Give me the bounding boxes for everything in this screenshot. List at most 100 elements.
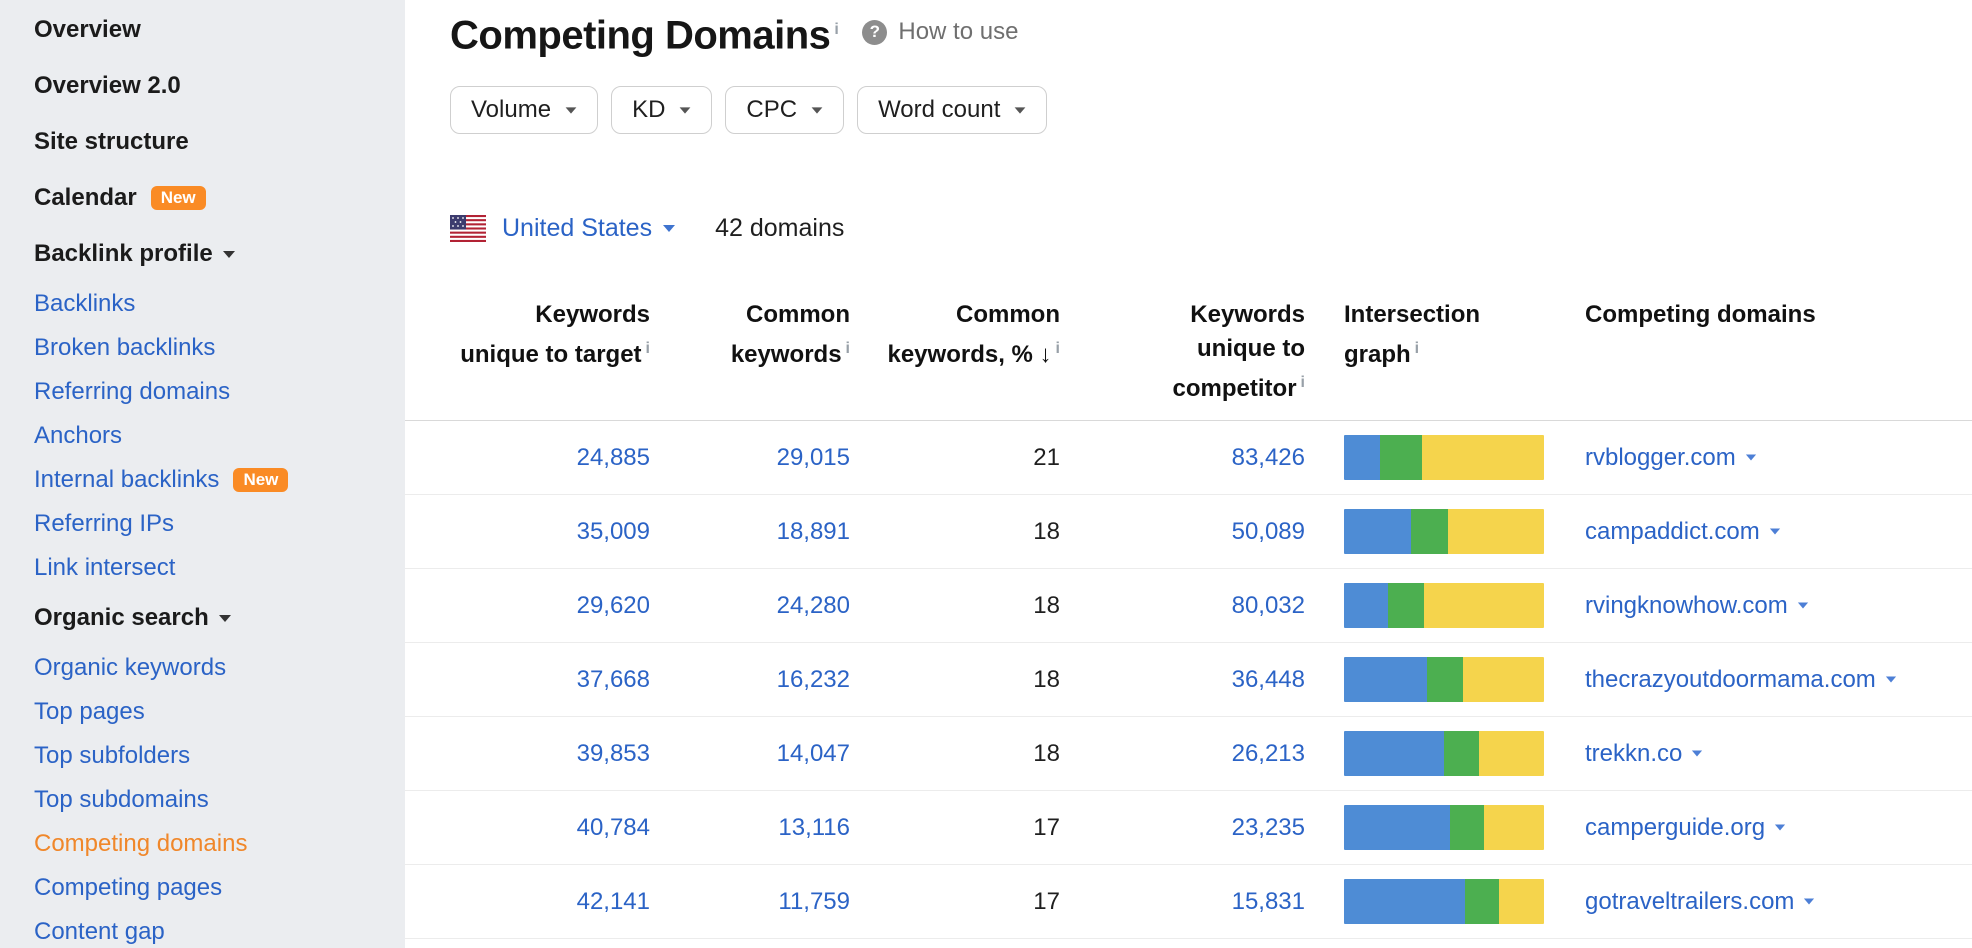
keywords-unique-target-value[interactable]: 29,620: [576, 591, 650, 619]
filter-kd[interactable]: KD: [611, 86, 713, 134]
sidebar-item-backlink-profile[interactable]: Backlink profile: [0, 226, 405, 282]
caret-down-icon[interactable]: [1797, 602, 1808, 609]
sidebar-item-label: Internal backlinks: [34, 466, 220, 493]
sidebar-item-broken-backlinks[interactable]: Broken backlinks: [0, 326, 405, 370]
keywords-unique-competitor-value[interactable]: 36,448: [1231, 665, 1305, 693]
competing-domain-link[interactable]: gotraveltrailers.com: [1585, 888, 1972, 916]
filter-cpc[interactable]: CPC: [725, 86, 845, 134]
keywords-unique-target-value[interactable]: 35,009: [576, 517, 650, 545]
caret-down-icon[interactable]: [1885, 676, 1896, 683]
sidebar-item-label: Organic search: [34, 604, 209, 631]
column-header-keywords[interactable]: Keywords unique to target i: [450, 298, 650, 372]
keywords-unique-competitor-value[interactable]: 23,235: [1231, 813, 1305, 841]
filter-volume[interactable]: Volume: [450, 86, 599, 134]
table-row: 29,620 24,280 18 80,032 rvingknowhow.com: [405, 569, 1972, 643]
target-segment: [1344, 731, 1444, 776]
sidebar-item-backlinks[interactable]: Backlinks: [0, 282, 405, 326]
country-selector[interactable]: United States: [502, 214, 676, 243]
keywords-unique-competitor-value[interactable]: 80,032: [1231, 591, 1305, 619]
sidebar-item-competing-domains[interactable]: Competing domains: [0, 822, 405, 866]
caret-down-icon: [1014, 106, 1026, 114]
sidebar-item-referring-domains[interactable]: Referring domains: [0, 370, 405, 414]
keywords-unique-target-value[interactable]: 24,885: [576, 443, 650, 471]
sidebar-item-label: Site structure: [34, 128, 189, 155]
sidebar-item-organic-keywords[interactable]: Organic keywords: [0, 646, 405, 690]
caret-down-icon: [680, 106, 691, 114]
column-header-common[interactable]: Common keywords i: [650, 298, 850, 372]
intersection-graph-bar: [1344, 805, 1544, 850]
sidebar-item-overview[interactable]: Overview: [0, 2, 405, 58]
sidebar-item-referring-ips[interactable]: Referring IPs: [0, 502, 405, 546]
sidebar-item-label: Top subfolders: [34, 742, 191, 769]
caret-down-icon[interactable]: [1804, 898, 1815, 905]
caret-down-icon[interactable]: [1745, 454, 1756, 461]
common-keywords-value[interactable]: 16,232: [776, 665, 850, 693]
sidebar-item-calendar[interactable]: Calendar New: [0, 170, 405, 226]
sidebar-item-link-intersect[interactable]: Link intersect: [0, 546, 405, 590]
column-header-common[interactable]: Common keywords, % ↓ i: [850, 298, 1060, 372]
competing-domain-link[interactable]: camperguide.org: [1585, 814, 1972, 842]
common-segment: [1427, 657, 1464, 702]
sidebar-item-label: Broken backlinks: [34, 334, 216, 361]
common-keywords-value[interactable]: 24,280: [776, 591, 850, 619]
competitor-segment: [1478, 731, 1544, 776]
column-header-competing-domains[interactable]: Competing domains: [1545, 298, 1972, 332]
sidebar-item-competing-pages[interactable]: Competing pages: [0, 866, 405, 910]
sidebar-item-label: Anchors: [34, 422, 123, 449]
common-keywords-value[interactable]: 13,116: [778, 813, 850, 841]
table-row: 40,784 13,116 17 23,235 camperguide.org: [405, 791, 1972, 865]
competing-domain-link[interactable]: rvingknowhow.com: [1585, 592, 1972, 620]
column-header-intersection[interactable]: Intersection graph i: [1305, 298, 1545, 372]
keywords-unique-competitor-value[interactable]: 26,213: [1231, 739, 1305, 767]
domain-label: campaddict.com: [1585, 517, 1760, 545]
competing-domain-link[interactable]: rvblogger.com: [1585, 444, 1972, 472]
keywords-unique-competitor-value[interactable]: 15,831: [1231, 887, 1305, 915]
common-keywords-value[interactable]: 14,047: [776, 739, 850, 767]
filter-word-count[interactable]: Word count: [857, 86, 1048, 134]
column-header-keywords[interactable]: Keywords unique to competitor i: [1060, 298, 1305, 406]
sidebar-item-organic-search[interactable]: Organic search: [0, 590, 405, 646]
intersection-graph-bar: [1344, 879, 1544, 924]
sidebar-item-top-subfolders[interactable]: Top subfolders: [0, 734, 405, 778]
common-keywords-value[interactable]: 11,759: [778, 887, 850, 915]
keywords-unique-target-value[interactable]: 39,853: [576, 739, 650, 767]
keywords-unique-target-value[interactable]: 42,141: [576, 887, 650, 915]
target-segment: [1344, 435, 1381, 480]
common-keywords-value[interactable]: 29,015: [776, 443, 850, 471]
sidebar-item-label: Competing domains: [34, 830, 248, 857]
sidebar-item-top-subdomains[interactable]: Top subdomains: [0, 778, 405, 822]
how-to-use-label: How to use: [898, 18, 1019, 45]
common-segment: [1443, 731, 1479, 776]
sidebar-item-label: Referring IPs: [34, 510, 175, 537]
keywords-unique-target-value[interactable]: 37,668: [576, 665, 650, 693]
common-keywords-pct-value: 21: [1033, 443, 1060, 471]
sidebar-item-content-gap[interactable]: Content gap: [0, 910, 405, 948]
competitor-segment: [1498, 879, 1544, 924]
caret-down-icon[interactable]: [1692, 750, 1703, 757]
sidebar-item-label: Referring domains: [34, 378, 231, 405]
sidebar-item-label: Backlinks: [34, 290, 136, 317]
info-icon: i: [645, 340, 650, 357]
caret-down-icon: [565, 106, 577, 114]
sidebar-item-top-pages[interactable]: Top pages: [0, 690, 405, 734]
how-to-use-link[interactable]: ? How to use: [862, 18, 1018, 46]
keywords-unique-target-value[interactable]: 40,784: [576, 813, 650, 841]
table-row: 39,853 14,047 18 26,213 trekkn.co: [405, 717, 1972, 791]
competing-domain-link[interactable]: trekkn.co: [1585, 740, 1972, 768]
sidebar-item-label: Overview 2.0: [34, 72, 181, 99]
competing-domain-link[interactable]: thecrazyoutdoormama.com: [1585, 666, 1972, 694]
keywords-unique-competitor-value[interactable]: 83,426: [1231, 443, 1305, 471]
sidebar-item-internal-backlinks[interactable]: Internal backlinks New: [0, 458, 405, 502]
domain-count: 42 domains: [715, 213, 845, 242]
sidebar-item-anchors[interactable]: Anchors: [0, 414, 405, 458]
caret-down-icon[interactable]: [1769, 528, 1780, 535]
common-segment: [1449, 805, 1484, 850]
keywords-unique-competitor-value[interactable]: 50,089: [1231, 517, 1305, 545]
sidebar-item-site-structure[interactable]: Site structure: [0, 114, 405, 170]
competing-domain-link[interactable]: campaddict.com: [1585, 518, 1972, 546]
sidebar-item-overview-2-0[interactable]: Overview 2.0: [0, 58, 405, 114]
common-keywords-value[interactable]: 18,891: [776, 517, 850, 545]
caret-down-icon[interactable]: [1775, 824, 1786, 831]
common-segment: [1411, 509, 1448, 554]
